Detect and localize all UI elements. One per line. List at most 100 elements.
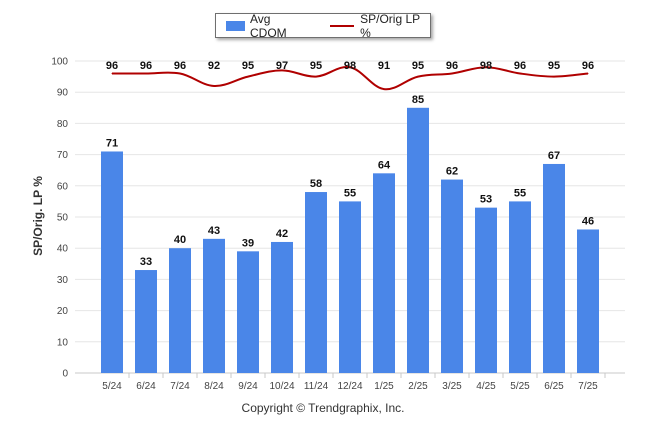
y-tick-label: 100 — [51, 57, 68, 68]
bar-data-label: 33 — [140, 256, 152, 268]
y-tick-label: 20 — [57, 306, 69, 317]
bar — [441, 179, 463, 373]
y-tick-label: 50 — [57, 213, 69, 224]
line-data-label: 96 — [582, 60, 594, 72]
y-tick-label: 90 — [57, 88, 69, 99]
legend-line-label: SP/Orig LP % — [360, 11, 420, 40]
bar-data-label: 64 — [378, 159, 391, 171]
y-tick-label: 40 — [57, 244, 69, 255]
y-tick-label: 30 — [57, 275, 69, 286]
bar — [509, 201, 531, 373]
line-point — [587, 72, 589, 74]
line-point — [553, 76, 555, 78]
data-labels: 71 33 40 43 39 42 58 55 64 85 62 53 55 67 46 96 96 96 92 95… — [106, 60, 594, 268]
x-tick-label: 7/25 — [578, 381, 598, 392]
bar — [203, 238, 225, 373]
line-data-label: 96 — [106, 60, 118, 72]
x-tick-label: 7/24 — [170, 381, 190, 392]
y-tick-label: 70 — [57, 150, 69, 161]
legend: Avg CDOM SP/Orig LP % — [215, 12, 431, 40]
bar-data-label: 58 — [310, 178, 322, 190]
bar-data-label: 62 — [446, 166, 458, 178]
line-data-label: 96 — [174, 60, 186, 72]
bar — [475, 207, 497, 373]
bar-data-label: 85 — [412, 94, 424, 106]
axes: 0 10 20 30 40 50 60 70 80 90 100 5/24 6/24 7/24 8/24 9/… — [51, 57, 625, 392]
bar — [237, 251, 259, 373]
x-tick-label: 12/24 — [337, 381, 362, 392]
legend-bar-swatch — [226, 20, 246, 31]
bar-data-label: 55 — [344, 187, 356, 199]
bar-data-label: 67 — [548, 150, 560, 162]
line-series — [111, 65, 589, 91]
line-data-label: 96 — [140, 60, 152, 72]
bar — [169, 248, 191, 373]
bar-data-label: 55 — [514, 187, 526, 199]
line-point — [111, 72, 113, 74]
legend-bar-label: Avg CDOM — [250, 11, 287, 40]
line-data-label: 96 — [446, 60, 458, 72]
bar-data-label: 42 — [276, 228, 288, 240]
legend-line-swatch — [329, 24, 355, 27]
bar-data-label: 71 — [106, 137, 118, 149]
bar — [339, 201, 361, 373]
bar-data-label: 43 — [208, 225, 220, 237]
y-axis-title: SP/Orig. LP % — [31, 176, 45, 256]
line-data-label: 92 — [208, 60, 220, 72]
bar-data-label: 53 — [480, 194, 492, 206]
line-point — [485, 66, 487, 68]
x-tick-label: 1/25 — [374, 381, 394, 392]
y-tick-label: 0 — [62, 369, 68, 380]
line-data-label: 95 — [310, 60, 322, 72]
line-data-label: 95 — [412, 60, 424, 72]
x-tick-label: 4/25 — [476, 381, 496, 392]
bar-data-label: 39 — [242, 237, 254, 249]
x-tick-label: 5/25 — [510, 381, 530, 392]
line-point — [417, 76, 419, 78]
line-data-label: 95 — [548, 60, 560, 72]
copyright-text: Copyright © Trendgraphix, Inc. — [241, 401, 405, 415]
bar — [577, 229, 599, 373]
bar — [373, 173, 395, 373]
line-point — [451, 72, 453, 74]
line-data-label: 91 — [378, 60, 390, 72]
x-tick-label: 6/24 — [136, 381, 156, 392]
line-point — [213, 85, 215, 87]
line-point — [281, 69, 283, 71]
line-point — [349, 66, 351, 68]
line-point — [383, 88, 385, 90]
x-tick-label: 3/25 — [442, 381, 462, 392]
line-point — [519, 72, 521, 74]
line-point — [179, 72, 181, 74]
x-tick-label: 2/25 — [408, 381, 428, 392]
bar — [271, 241, 293, 373]
line-data-label: 98 — [344, 60, 356, 72]
y-tick-label: 60 — [57, 181, 69, 192]
x-tick-label: 9/24 — [238, 381, 258, 392]
y-tick-label: 80 — [57, 119, 69, 130]
bar — [305, 192, 327, 373]
bar — [135, 270, 157, 373]
x-tick-label: 8/24 — [204, 381, 224, 392]
x-tick-label: 11/24 — [304, 381, 329, 392]
x-tick-label: 10/24 — [269, 381, 294, 392]
line-data-label: 97 — [276, 60, 288, 72]
line-point — [315, 76, 317, 78]
line-point — [247, 76, 249, 78]
bar-series — [101, 107, 599, 374]
bar — [101, 151, 123, 373]
line-data-label: 95 — [242, 60, 254, 72]
bar-data-label: 46 — [582, 215, 594, 227]
line-data-label: 96 — [514, 60, 526, 72]
bar — [543, 163, 565, 373]
bar-data-label: 40 — [174, 234, 186, 246]
line-data-label: 98 — [480, 60, 492, 72]
legend-item-line[interactable]: SP/Orig LP % — [308, 12, 431, 40]
x-tick-label: 6/25 — [544, 381, 564, 392]
legend-item-bar[interactable]: Avg CDOM — [216, 12, 308, 40]
y-tick-label: 10 — [57, 337, 69, 348]
x-tick-label: 5/24 — [102, 381, 122, 392]
line-point — [145, 72, 147, 74]
